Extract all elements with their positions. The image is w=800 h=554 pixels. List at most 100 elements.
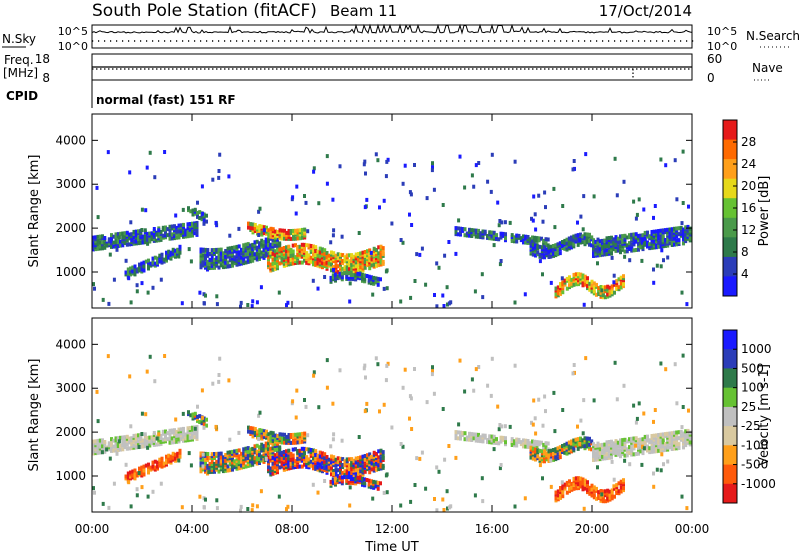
heatmap-cell: [141, 444, 145, 449]
heatmap-cell: [137, 241, 141, 245]
heatmap-cell: [231, 263, 234, 268]
heatmap-cell: [96, 215, 100, 220]
heatmap-cell: [210, 452, 214, 457]
heatmap-cell: [365, 478, 369, 482]
heatmap-cell: [480, 272, 484, 277]
heatmap-cell: [385, 268, 389, 273]
heatmap-cell: [670, 227, 674, 232]
heatmap-cell: [474, 432, 478, 437]
heatmap-cell: [249, 259, 252, 264]
heatmap-cell: [242, 247, 246, 252]
heatmap-cell: [141, 240, 145, 245]
heatmap-cell: [497, 427, 501, 432]
heatmap-cell: [547, 453, 551, 458]
heatmap-cell: [372, 450, 376, 455]
heatmap-cell: [601, 442, 604, 447]
heatmap-cell: [307, 461, 311, 466]
heatmap-cell: [687, 204, 690, 209]
heatmap-cell: [314, 449, 318, 454]
heatmap-cell: [345, 475, 349, 479]
heatmap-cell: [318, 454, 322, 459]
heatmap-cell: [255, 239, 259, 244]
heatmap-cell: [330, 454, 333, 459]
heatmap-cell: [588, 232, 591, 237]
heatmap-cell: [563, 450, 567, 455]
noise-tick-right-top: 10^5: [707, 25, 737, 38]
heatmap-cell: [287, 433, 291, 437]
heatmap-cell: [530, 420, 533, 425]
heatmap-cell: [365, 274, 369, 278]
heatmap-cell: [330, 466, 333, 471]
colorbar-swatch: [723, 276, 737, 297]
heatmap-cell: [588, 485, 592, 490]
heatmap-cell: [253, 240, 257, 245]
heatmap-cell: [92, 235, 95, 240]
heatmap-cell: [522, 234, 525, 239]
heatmap-cell: [561, 244, 564, 248]
heatmap-cell: [345, 469, 349, 474]
colorbar-swatch: [723, 445, 737, 465]
colorbar-tick-label: 100: [741, 381, 764, 395]
heatmap-cell: [399, 442, 403, 446]
heatmap-cell: [563, 246, 567, 251]
heatmap-cell: [235, 258, 239, 263]
heatmap-cell: [300, 260, 304, 265]
heatmap-cell: [544, 237, 548, 242]
heatmap-cell: [354, 477, 358, 482]
heatmap-cell: [196, 404, 199, 409]
heatmap-cell: [501, 435, 505, 440]
heatmap-cell: [594, 451, 598, 456]
heatmap-cell: [612, 477, 616, 482]
heatmap-cell: [536, 250, 540, 255]
heatmap-cell: [215, 459, 219, 464]
heatmap-cell: [114, 436, 118, 441]
heatmap-cell: [399, 503, 403, 508]
heatmap-cell: [604, 499, 607, 504]
heatmap-cell: [202, 218, 206, 223]
heatmap-cell: [157, 432, 161, 437]
heatmap-cell: [643, 434, 647, 439]
heatmap-cell: [596, 237, 600, 242]
heatmap-cell: [278, 432, 282, 437]
heatmap-cell: [470, 377, 474, 382]
nsky-label: N.Sky: [2, 32, 36, 46]
heatmap-cell: [207, 470, 211, 475]
heatmap-cell: [323, 252, 327, 257]
heatmap-cell: [147, 470, 150, 475]
heatmap-cell: [461, 431, 465, 435]
heatmap-cell: [148, 239, 152, 244]
heatmap-cell: [379, 481, 382, 486]
heatmap-cell: [435, 261, 439, 266]
heatmap-cell: [601, 489, 605, 494]
heatmap-cell: [222, 459, 225, 464]
heatmap-cell: [280, 234, 284, 239]
heatmap-cell: [347, 480, 351, 485]
heatmap-cell: [206, 259, 210, 264]
heatmap-cell: [175, 229, 179, 234]
heatmap-cell: [461, 227, 465, 231]
heatmap-cell: [570, 481, 574, 486]
heatmap-cell: [334, 457, 338, 462]
heatmap-cell: [148, 443, 152, 448]
heatmap-cell: [271, 442, 275, 447]
heatmap-cell: [601, 285, 605, 290]
heatmap-cell: [217, 469, 221, 474]
heatmap-cell: [305, 243, 309, 248]
heatmap-cell: [583, 274, 587, 279]
heatmap-cell: [661, 432, 665, 437]
cpid-text: normal (fast) 151 RF: [96, 93, 236, 107]
heatmap-cell: [659, 432, 663, 437]
heatmap-cell: [101, 501, 105, 506]
heatmap-cell: [565, 441, 569, 446]
heatmap-cell: [289, 461, 293, 466]
heatmap-cell: [598, 239, 602, 244]
heatmap-cell: [267, 432, 271, 437]
heatmap-cell: [454, 430, 458, 435]
heatmap-cell: [632, 436, 636, 441]
heatmap-cell: [500, 424, 504, 429]
heatmap-cell: [377, 459, 381, 464]
heatmap-cell: [329, 240, 333, 245]
heatmap-cell: [157, 228, 161, 233]
